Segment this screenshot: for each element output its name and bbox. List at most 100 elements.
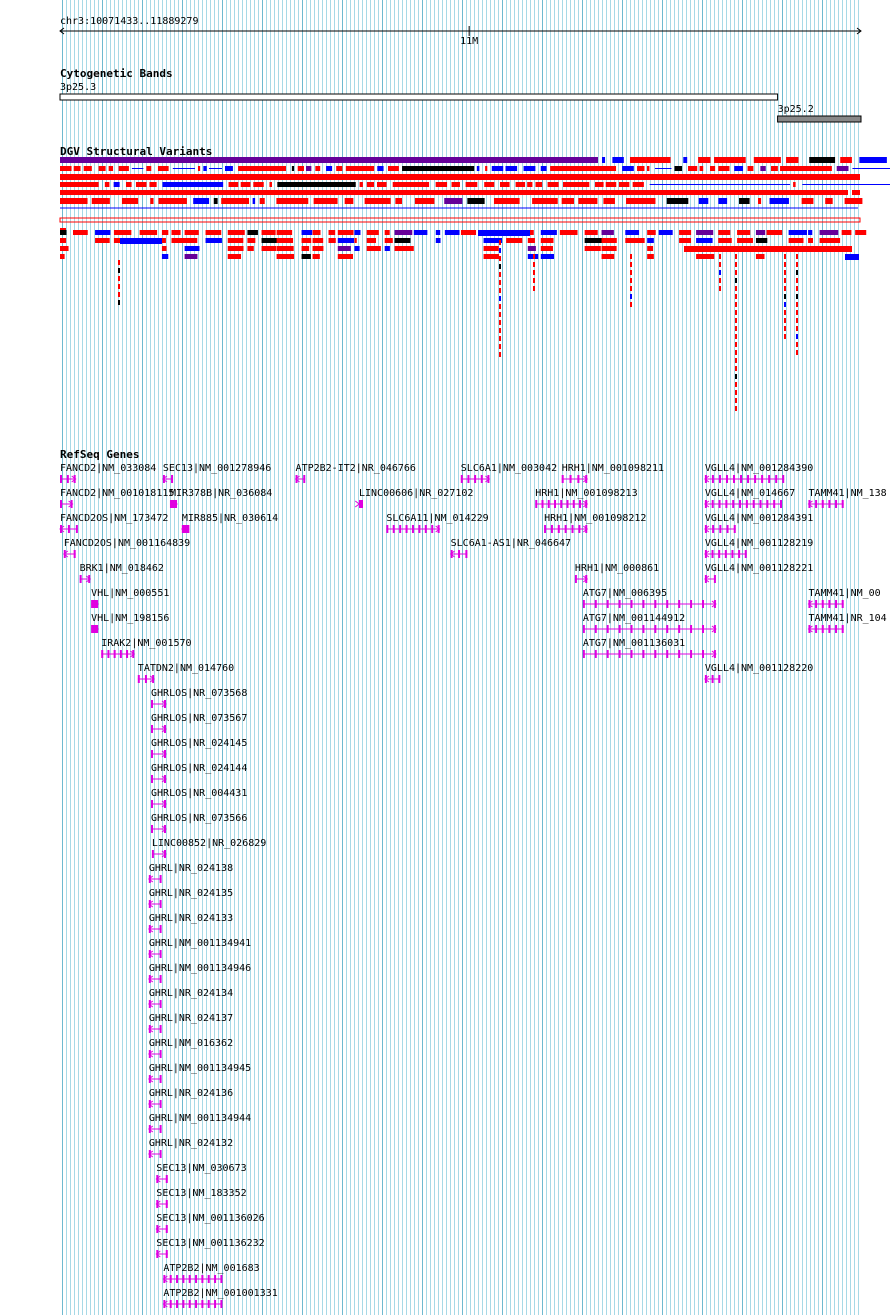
dgv-variant[interactable] bbox=[527, 246, 536, 251]
gene-feature[interactable]: VGLL4|NM_001284391 bbox=[704, 513, 813, 533]
dgv-variant[interactable] bbox=[735, 278, 737, 283]
dgv-variant[interactable] bbox=[747, 166, 754, 171]
dgv-variant[interactable] bbox=[647, 230, 656, 235]
dgv-variant[interactable] bbox=[796, 278, 798, 283]
gene-feature[interactable]: TATDN2|NM_014760 bbox=[137, 663, 234, 683]
dgv-variant[interactable] bbox=[354, 246, 360, 251]
dgv-variant[interactable] bbox=[637, 166, 645, 171]
dgv-variant[interactable] bbox=[402, 166, 475, 171]
gene-feature[interactable]: ATG7|NM_006395 bbox=[582, 588, 717, 608]
dgv-variant[interactable] bbox=[60, 190, 848, 195]
gene-feature[interactable]: VGLL4|NM_001128221 bbox=[704, 563, 813, 583]
dgv-variant[interactable] bbox=[718, 198, 728, 204]
dgv-variant[interactable] bbox=[60, 238, 67, 243]
dgv-variant[interactable] bbox=[696, 230, 714, 235]
dgv-variant[interactable] bbox=[451, 182, 460, 187]
dgv-variant[interactable] bbox=[601, 246, 617, 251]
dgv-variant[interactable] bbox=[499, 288, 501, 293]
dgv-variant[interactable] bbox=[855, 230, 867, 235]
gene-feature[interactable]: VGLL4|NM_001284390 bbox=[704, 463, 813, 483]
dgv-variant[interactable] bbox=[841, 230, 852, 235]
dgv-variant[interactable] bbox=[227, 254, 242, 259]
dgv-variant[interactable] bbox=[354, 238, 357, 243]
gene-feature[interactable]: SLC6A1|NM_003042 bbox=[460, 463, 557, 483]
dgv-variant[interactable] bbox=[622, 166, 634, 171]
dgv-variant[interactable] bbox=[344, 198, 354, 204]
dgv-variant[interactable] bbox=[796, 270, 798, 275]
gene-feature[interactable]: SLC6A1-AS1|NR_046647 bbox=[449, 538, 571, 558]
dgv-variant[interactable] bbox=[630, 294, 632, 299]
dgv-variant[interactable] bbox=[499, 344, 501, 349]
dgv-variant[interactable] bbox=[784, 262, 786, 267]
dgv-variant[interactable] bbox=[584, 230, 598, 235]
dgv-variant[interactable] bbox=[414, 198, 435, 204]
dgv-variant[interactable] bbox=[499, 352, 501, 357]
dgv-variant[interactable] bbox=[753, 157, 781, 163]
dgv-variant[interactable] bbox=[312, 230, 321, 235]
dgv-variant[interactable] bbox=[533, 262, 535, 267]
dgv-variant[interactable] bbox=[684, 246, 852, 252]
dgv-variant[interactable] bbox=[840, 157, 852, 163]
dgv-variant[interactable] bbox=[337, 238, 355, 243]
dgv-variant[interactable] bbox=[499, 304, 501, 309]
dgv-variant[interactable] bbox=[306, 166, 312, 171]
dgv-variant[interactable] bbox=[601, 238, 617, 243]
dgv-variant[interactable] bbox=[844, 198, 863, 204]
dgv-variant[interactable] bbox=[95, 230, 111, 235]
dgv-variant[interactable] bbox=[594, 182, 604, 187]
dgv-variant[interactable] bbox=[148, 230, 158, 235]
dgv-variant[interactable] bbox=[808, 238, 813, 243]
dgv-variant[interactable] bbox=[359, 182, 363, 187]
gene-feature[interactable]: VGLL4|NM_001128220 bbox=[704, 663, 813, 683]
dgv-variant[interactable] bbox=[60, 166, 72, 171]
gene-feature[interactable]: SEC13|NM_001278946 bbox=[162, 463, 271, 483]
dgv-variant[interactable] bbox=[484, 182, 495, 187]
dgv-variant[interactable] bbox=[120, 238, 162, 244]
dgv-variant[interactable] bbox=[626, 198, 656, 204]
dgv-variant[interactable] bbox=[118, 292, 120, 297]
dgv-variant[interactable] bbox=[221, 198, 250, 204]
dgv-variant[interactable] bbox=[784, 270, 786, 275]
dgv-variants[interactable] bbox=[59, 157, 890, 411]
dgv-variant[interactable] bbox=[261, 246, 277, 251]
dgv-variant[interactable] bbox=[228, 182, 239, 187]
dgv-variant[interactable] bbox=[718, 238, 732, 243]
dgv-variant[interactable] bbox=[547, 182, 559, 187]
dgv-variant[interactable] bbox=[796, 318, 798, 323]
gene-feature[interactable]: ATP2B2|NM_001001331 bbox=[162, 1288, 278, 1308]
dgv-variant[interactable] bbox=[313, 198, 338, 204]
gene-feature[interactable]: LINC00852|NR_026829 bbox=[151, 838, 266, 858]
dgv-variant[interactable] bbox=[162, 182, 224, 187]
dgv-variant[interactable] bbox=[698, 157, 711, 163]
dgv-variant[interactable] bbox=[491, 166, 504, 171]
dgv-variant[interactable] bbox=[483, 238, 503, 243]
dgv-variant[interactable] bbox=[533, 254, 535, 259]
gene-feature[interactable]: VGLL4|NM_001128219 bbox=[704, 538, 813, 558]
dgv-variant[interactable] bbox=[227, 230, 245, 235]
dgv-variant[interactable] bbox=[197, 166, 201, 171]
dgv-variant[interactable] bbox=[719, 286, 721, 291]
dgv-variant[interactable] bbox=[836, 166, 849, 171]
dgv-variant[interactable] bbox=[276, 246, 294, 251]
dgv-variant[interactable] bbox=[646, 166, 650, 171]
dgv-variant[interactable] bbox=[527, 230, 534, 235]
dgv-variant[interactable] bbox=[808, 230, 813, 235]
dgv-variant[interactable] bbox=[563, 182, 590, 187]
dgv-variant[interactable] bbox=[735, 286, 737, 291]
dgv-variant[interactable] bbox=[158, 198, 187, 204]
dgv-variant[interactable] bbox=[413, 230, 428, 235]
dgv-variant[interactable] bbox=[679, 238, 692, 243]
dgv-variant[interactable] bbox=[499, 328, 501, 333]
gene-feature[interactable]: HRH1|NM_001098211 bbox=[561, 463, 664, 483]
gene-feature[interactable]: GHRLOS|NR_024145 bbox=[151, 738, 247, 758]
dgv-variant[interactable] bbox=[540, 254, 555, 259]
dgv-variant[interactable] bbox=[366, 182, 375, 187]
dgv-variant[interactable] bbox=[786, 157, 799, 163]
gene-feature[interactable]: IRAK2|NM_001570 bbox=[101, 638, 192, 658]
dgv-variant[interactable] bbox=[499, 248, 501, 253]
dgv-variant[interactable] bbox=[291, 166, 295, 171]
dgv-variant[interactable] bbox=[60, 246, 69, 251]
dgv-variant[interactable] bbox=[95, 238, 110, 243]
dgv-variant[interactable] bbox=[499, 296, 501, 301]
dgv-variant[interactable] bbox=[755, 254, 765, 259]
